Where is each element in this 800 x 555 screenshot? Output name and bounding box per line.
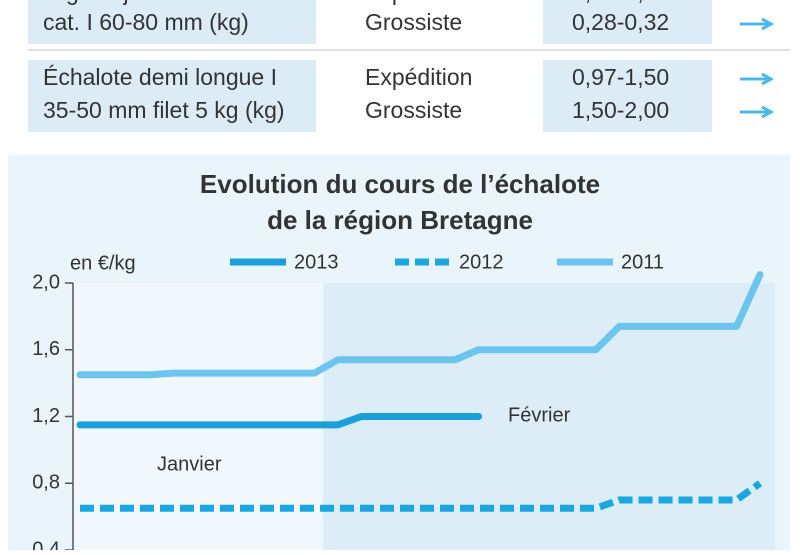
y-tick-label: 1,6 xyxy=(32,338,60,360)
product-cell xyxy=(28,0,316,44)
table-cell-text: Oignon jaune France xyxy=(43,0,258,5)
legend-label: 2011 xyxy=(621,251,664,273)
annotation: Février xyxy=(508,404,571,426)
y-tick-label: 2,0 xyxy=(32,271,60,293)
legend-label: 2012 xyxy=(459,251,504,273)
series-line xyxy=(80,480,763,512)
y-tick-label: 1,2 xyxy=(32,405,60,427)
table-cell-text: Grossiste xyxy=(365,97,462,123)
y-tick-label: 0,4 xyxy=(32,538,60,550)
chart-title: de la région Bretagne xyxy=(267,205,533,235)
table-cell-text: 0,28-0,32 xyxy=(572,9,669,35)
annotation: Janvier xyxy=(157,453,222,475)
table-cell-text: Grossiste xyxy=(365,9,462,35)
y-tick-label: 0,8 xyxy=(32,472,60,494)
table-cell-text: 0,97-1,50 xyxy=(572,64,669,90)
series-line xyxy=(76,271,764,379)
product-cell xyxy=(28,60,316,132)
arrow-icon xyxy=(740,17,775,31)
legend-label: 2013 xyxy=(294,251,339,273)
y-axis-label: en €/kg xyxy=(70,252,136,274)
chart-title: Evolution du cours de l’échalote xyxy=(200,169,600,199)
arrow-icon xyxy=(740,105,775,119)
arrow-icon xyxy=(740,72,775,86)
table-cell-text: Expédition xyxy=(365,64,472,90)
table-cell-text: Expédition xyxy=(365,0,472,5)
price-cell xyxy=(543,0,712,44)
table-cell-text: 1,50-2,00 xyxy=(572,97,669,123)
table-cell-text: 0,18-0,20 xyxy=(572,0,669,5)
price-cell xyxy=(543,60,712,132)
series-line xyxy=(76,413,483,429)
table-cell-text: Échalote demi longue I xyxy=(43,64,277,90)
table-cell-text: cat. I 60-80 mm (kg) xyxy=(43,9,249,35)
table-cell-text: 35-50 mm filet 5 kg (kg) xyxy=(43,97,285,123)
